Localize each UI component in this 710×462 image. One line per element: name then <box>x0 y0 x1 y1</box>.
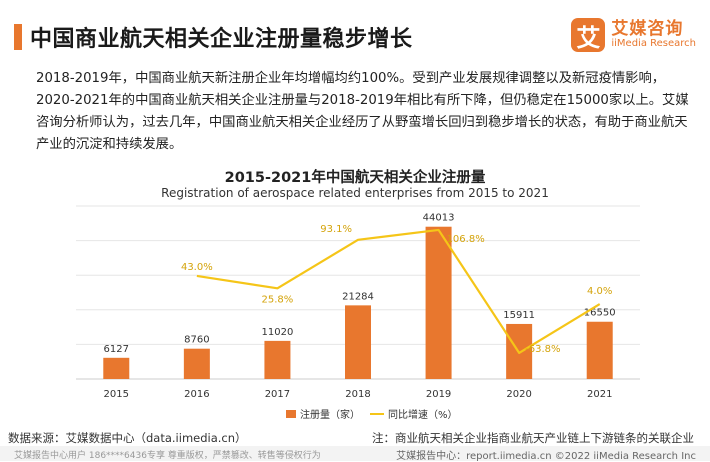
summary-paragraph: 2018-2019年，中国商业航天新注册企业年均增幅均约100%。受到产业发展规… <box>36 71 689 152</box>
bar-value-label: 44013 <box>423 213 455 224</box>
brand-logo: 艾 艾媒咨询 iiMedia Research <box>571 18 696 52</box>
bar <box>183 348 210 379</box>
page-title: 中国商业航天相关企业注册量稳步增长 <box>30 27 413 52</box>
bar-value-label: 16550 <box>584 308 616 319</box>
growth-rate-label: 4.0% <box>587 286 612 297</box>
growth-rate-label: 106.8% <box>447 234 485 245</box>
growth-rate-label: 93.1% <box>320 224 352 235</box>
x-tick-label: 2016 <box>184 389 209 400</box>
bar <box>586 321 613 379</box>
x-tick-label: 2017 <box>265 389 290 400</box>
legend-label-line: 同比增速（%） <box>388 408 458 421</box>
legend-label-bars: 注册量（家） <box>300 408 360 421</box>
growth-rate-label: -63.8% <box>525 344 560 355</box>
logo-icon: 艾 <box>571 18 606 52</box>
bar <box>264 340 291 379</box>
bar-value-label: 11020 <box>262 327 294 338</box>
x-tick-label: 2015 <box>104 389 129 400</box>
bar <box>103 357 130 379</box>
growth-rate-label: 43.0% <box>181 262 213 273</box>
title-accent-bar <box>14 24 22 50</box>
footer-strip <box>0 446 710 461</box>
logo-en: iiMedia Research <box>611 37 696 49</box>
x-tick-label: 2018 <box>345 389 370 400</box>
copyright-right: 艾媒报告中心：report.iimedia.cn ©2022 iiMedia R… <box>396 451 696 462</box>
growth-rate-label: 25.8% <box>262 294 294 305</box>
bar-value-label: 21284 <box>342 291 374 302</box>
bar-value-label: 15911 <box>503 310 535 321</box>
legend-swatch-bars <box>286 410 296 418</box>
growth-rate-line <box>196 228 601 355</box>
bar-value-label: 8760 <box>184 335 209 346</box>
x-tick-label: 2020 <box>506 389 531 400</box>
logo-text: 艾媒咨询 iiMedia Research <box>611 18 696 49</box>
x-tick-label: 2019 <box>426 389 451 400</box>
chart-note: 注：商业航天相关企业指商业航天产业链上下游链条的关联企业 <box>372 431 694 445</box>
bar <box>425 226 452 379</box>
data-source: 数据来源：艾媒数据中心（data.iimedia.cn） <box>8 431 247 445</box>
bar <box>345 305 371 379</box>
chart-title: 2015-2021年中国航天相关企业注册量 <box>224 170 486 186</box>
copyright-left: 艾媒报告中心用户 186****6436专享 尊重版权，严禁篡改、转售等侵权行为 <box>14 451 321 461</box>
x-tick-label: 2021 <box>587 389 612 400</box>
bar-value-label: 6127 <box>104 344 129 355</box>
logo-cn: 艾媒咨询 <box>611 18 684 39</box>
chart-subtitle: Registration of aerospace related enterp… <box>161 186 549 200</box>
